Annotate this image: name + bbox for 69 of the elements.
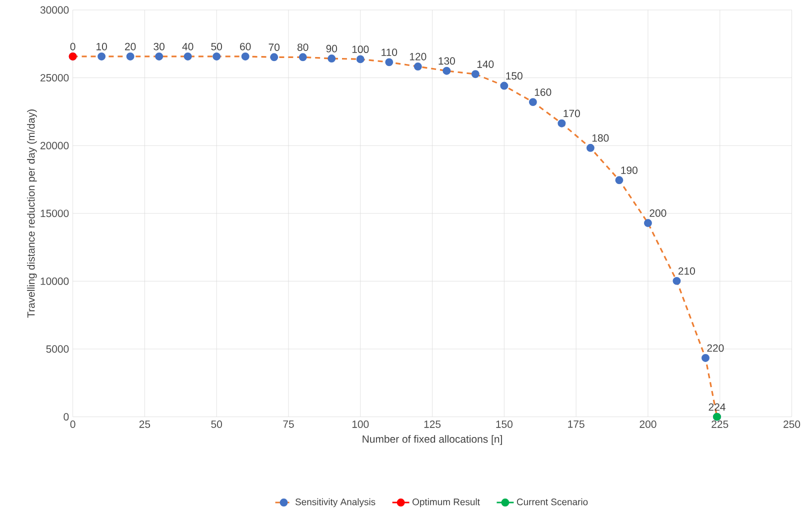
x-axis-title: Number of fixed allocations [n]: [362, 435, 502, 446]
point: [528, 98, 537, 106]
annotation: 160: [534, 88, 552, 96]
y-tick-label: 15000: [40, 210, 69, 218]
point: [126, 52, 134, 61]
x-tick-label: 25: [139, 420, 150, 428]
annotation: 180: [592, 134, 609, 142]
annotation: 200: [650, 210, 666, 218]
x-tick-label: 75: [283, 420, 294, 428]
x-tick-label: 150: [496, 420, 512, 428]
annotation: 130: [438, 57, 455, 65]
x-tick-label: 125: [424, 420, 441, 428]
x-tick-label: 200: [640, 420, 656, 428]
annotation: 30: [154, 43, 164, 51]
point: [270, 53, 278, 62]
x-tick-label: 250: [784, 420, 800, 428]
annotation: 224: [708, 404, 726, 411]
y-tick-label: 5000: [46, 346, 69, 353]
y-tick-label: 10000: [40, 278, 69, 286]
x-tick-label: 225: [712, 420, 728, 428]
annotation: 190: [621, 166, 638, 174]
point: [328, 54, 336, 63]
annotation: 40: [182, 43, 194, 51]
legend-label: Current Scenario: [516, 498, 588, 506]
y-axis-title: Travelling distance reduction per day (m/day): [27, 110, 37, 318]
point: [414, 62, 422, 71]
x-tick-label: 0: [70, 420, 76, 428]
annotation: 110: [382, 48, 398, 56]
y-tick-label: 0: [64, 413, 69, 421]
point: [98, 52, 106, 61]
annotation: 220: [707, 344, 724, 352]
annotation: 0: [70, 43, 76, 51]
annotation: 10: [96, 43, 107, 51]
x-tick-label: 175: [568, 420, 584, 428]
legend-label: Sensitivity Analysis: [295, 498, 376, 508]
annotation: 150: [506, 72, 522, 80]
x-tick-label: 50: [211, 420, 222, 428]
annotation: 170: [564, 110, 580, 118]
point: [702, 354, 710, 362]
point: [615, 176, 624, 184]
point: [558, 120, 566, 128]
annotation: 50: [211, 43, 222, 51]
point: [385, 58, 394, 66]
annotation: 210: [678, 268, 695, 275]
legend-label: Optimum Result: [412, 498, 480, 508]
point: [471, 70, 480, 78]
annotation: 80: [298, 44, 308, 52]
y-tick-label: 25000: [40, 74, 69, 82]
annotation: 140: [477, 60, 494, 68]
point: [298, 53, 307, 62]
point: [155, 52, 164, 61]
annotation: 60: [240, 43, 251, 51]
annotation: 70: [268, 44, 280, 52]
annotation: 90: [326, 45, 338, 53]
point: [644, 219, 652, 228]
annotation: 20: [125, 43, 136, 51]
x-tick-label: 100: [352, 420, 369, 428]
point: [586, 144, 594, 152]
point: [212, 52, 221, 61]
y-tick-label: 30000: [40, 6, 69, 14]
point: [672, 277, 681, 286]
point: [184, 52, 192, 61]
annotation: 100: [352, 46, 369, 54]
y-tick-label: 20000: [40, 142, 69, 150]
point: [500, 82, 508, 90]
point: [442, 67, 451, 76]
annotation: 120: [410, 53, 426, 61]
point: [356, 55, 364, 64]
point: [241, 52, 250, 61]
